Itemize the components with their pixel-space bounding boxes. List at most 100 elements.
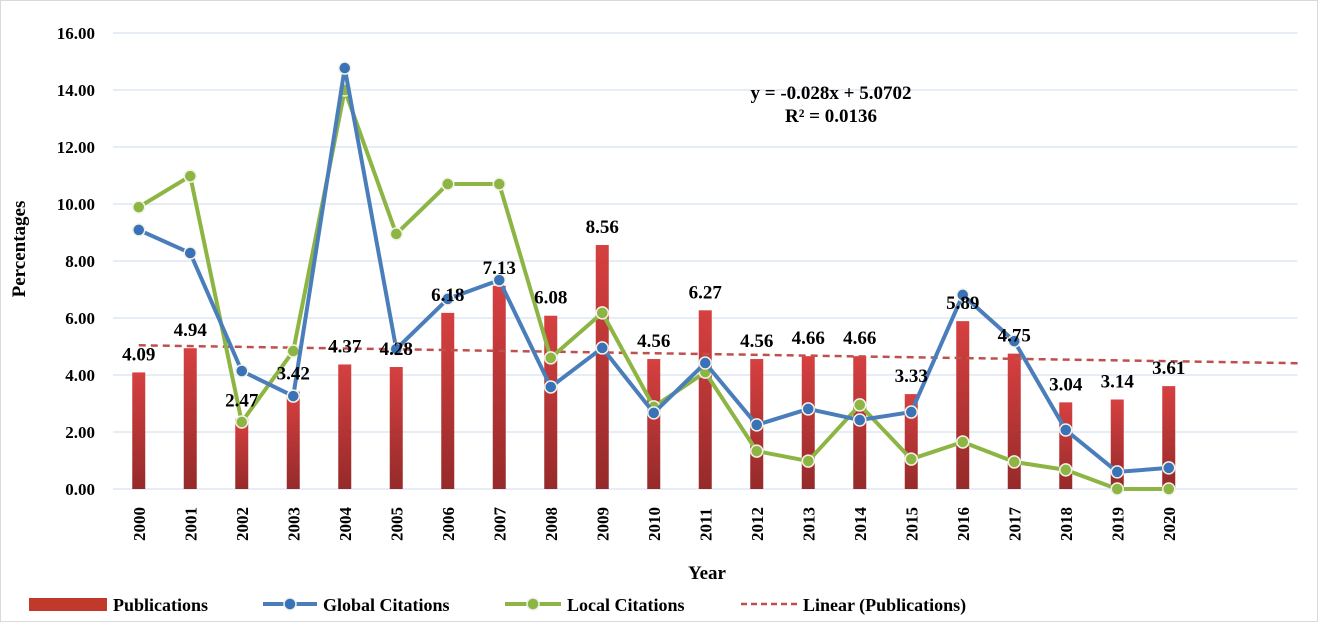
bar-data-label: 3.42 — [277, 364, 310, 385]
legend-label-trend: Linear (Publications) — [803, 595, 966, 616]
bar-data-label: 6.18 — [431, 285, 464, 306]
bar-data-label: 3.04 — [1049, 374, 1083, 395]
x-tick-label: 2013 — [799, 507, 818, 541]
marker-local-citations — [183, 169, 197, 183]
trendline-publications — [138, 344, 1302, 365]
bar-publications — [389, 367, 403, 489]
marker-local-citations — [1007, 455, 1021, 469]
marker-local-citations — [389, 227, 403, 241]
bar-data-label: 3.33 — [895, 366, 928, 387]
marker-local-citations — [132, 200, 146, 214]
marker-global-citations — [595, 341, 609, 355]
x-axis-title: Year — [688, 563, 727, 584]
bar-publications — [698, 310, 712, 489]
marker-local-citations — [1110, 482, 1124, 496]
x-tick-label: 2002 — [233, 507, 252, 541]
marker-global-citations — [183, 246, 197, 260]
bar-data-label: 4.94 — [174, 320, 208, 341]
x-tick-label: 2015 — [902, 507, 921, 541]
marker-global-citations — [338, 61, 352, 75]
bar-data-label: 4.75 — [998, 326, 1031, 347]
x-tick-label: 2008 — [542, 507, 561, 541]
bar-data-label: 4.56 — [637, 331, 670, 352]
x-tick-label: 2003 — [284, 507, 303, 541]
x-tick-label: 2017 — [1005, 507, 1024, 542]
bar-data-label: 4.56 — [740, 331, 773, 352]
bar-data-label: 4.28 — [380, 339, 413, 360]
marker-local-citations — [853, 398, 867, 412]
bar-data-label: 8.56 — [586, 217, 619, 238]
marker-global-citations — [1162, 461, 1176, 475]
y-tick-label: 10.00 — [57, 195, 95, 214]
y-tick-label: 6.00 — [65, 309, 95, 328]
marker-global-citations — [956, 288, 970, 302]
marker-local-citations — [235, 415, 249, 429]
y-tick-label: 0.00 — [65, 480, 95, 499]
marker-global-citations — [1110, 465, 1124, 479]
marker-local-citations — [1162, 482, 1176, 496]
marker-global-citations — [389, 342, 403, 356]
x-tick-label: 2000 — [130, 507, 149, 541]
marker-global-citations — [750, 418, 764, 432]
marker-global-citations — [698, 356, 712, 370]
bar-publications — [286, 391, 300, 489]
marker-global-citations — [904, 405, 918, 419]
marker-local-citations — [441, 177, 455, 191]
bar-data-label: 2.47 — [225, 391, 259, 412]
bar-data-label: 7.13 — [483, 258, 516, 279]
bar-publications — [956, 321, 970, 489]
y-tick-label: 8.00 — [65, 252, 95, 271]
marker-global-citations — [441, 292, 455, 306]
x-tick-label: 2006 — [439, 507, 458, 541]
legend-marker-local — [526, 597, 540, 611]
marker-global-citations — [647, 406, 661, 420]
bar-data-label: 6.08 — [534, 288, 567, 309]
x-tick-label: 2016 — [954, 507, 973, 541]
marker-global-citations — [235, 364, 249, 378]
marker-local-citations — [904, 452, 918, 466]
marker-global-citations — [544, 380, 558, 394]
x-tick-label: 2004 — [336, 507, 355, 542]
marker-global-citations — [492, 273, 506, 287]
x-tick-label: 2005 — [387, 507, 406, 541]
y-tick-label: 2.00 — [65, 423, 95, 442]
bar-publications — [801, 356, 815, 489]
bar-data-label: 5.89 — [946, 293, 979, 314]
y-tick-label: 4.00 — [65, 366, 95, 385]
legend-label-global: Global Citations — [323, 595, 450, 615]
bar-publications — [441, 312, 455, 489]
trend-equation: y = -0.028x + 5.0702 — [751, 83, 912, 104]
x-tick-label: 2012 — [748, 507, 767, 541]
x-tick-label: 2007 — [490, 507, 509, 542]
bar-data-label: 6.27 — [689, 282, 723, 303]
marker-global-citations — [1059, 423, 1073, 437]
bar-publications — [235, 418, 249, 489]
x-tick-label: 2019 — [1108, 507, 1127, 541]
y-tick-label: 14.00 — [57, 81, 95, 100]
marker-local-citations — [801, 454, 815, 468]
legend-label-publications: Publications — [113, 595, 208, 615]
bar-data-label: 4.66 — [843, 328, 876, 349]
marker-local-citations — [492, 177, 506, 191]
bar-data-label: 4.37 — [328, 336, 362, 357]
bar-data-label: 4.09 — [122, 344, 155, 365]
x-tick-label: 2010 — [645, 507, 664, 541]
bar-publications — [647, 359, 661, 489]
legend-swatch-publications — [29, 598, 107, 611]
x-tick-label: 2020 — [1160, 507, 1179, 541]
legend-marker-global — [283, 597, 297, 611]
marker-local-citations — [544, 351, 558, 365]
marker-local-citations — [750, 444, 764, 458]
marker-local-citations — [956, 435, 970, 449]
marker-global-citations — [801, 402, 815, 416]
bar-publications — [595, 245, 609, 489]
x-tick-label: 2001 — [181, 507, 200, 541]
bar-publications — [492, 285, 506, 489]
x-tick-label: 2009 — [593, 507, 612, 541]
y-axis-title: Percentages — [9, 201, 30, 298]
bar-data-label: 3.14 — [1101, 372, 1135, 393]
bar-publications — [183, 348, 197, 489]
trend-r2: R² = 0.0136 — [785, 106, 877, 127]
